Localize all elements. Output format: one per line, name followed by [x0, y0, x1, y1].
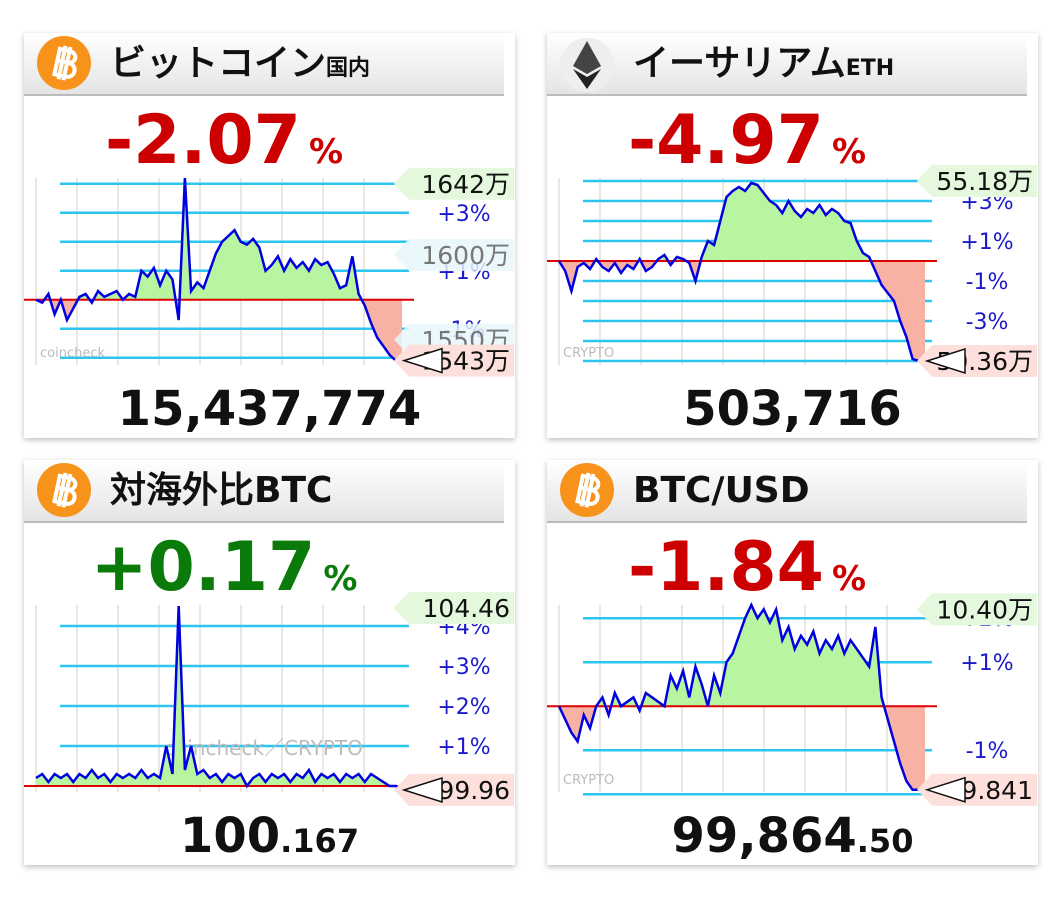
watermark: coincheck: [40, 346, 105, 361]
change-value: -2.07: [105, 101, 301, 180]
price: 15,437,774: [118, 381, 422, 437]
price-decimal: .167: [280, 822, 359, 860]
price-line: [557, 602, 925, 792]
price: 503,716: [683, 381, 902, 437]
price-tag-bg: [394, 774, 514, 806]
area-down: [559, 261, 925, 361]
title-main: イーサリアム: [633, 43, 846, 84]
price-tag: 9.841: [961, 776, 1033, 805]
change-text: -1.84%: [628, 528, 866, 607]
panel-title: 対海外比BTC: [110, 470, 332, 511]
panel-title: ビットコイン国内: [110, 43, 370, 84]
title-suffix: 国内: [326, 56, 370, 81]
change-value: +0.17: [91, 528, 316, 607]
watermark: CRYPTO: [563, 346, 614, 361]
panel: ビットコイン国内-2.07%coincheck+3%+1%-1%1642万160…: [24, 33, 515, 438]
title-main: 対海外比BTC: [110, 470, 332, 511]
change-unit: %: [323, 559, 357, 599]
eth-bottom: [573, 69, 601, 89]
panel-title: イーサリアムETH: [633, 43, 894, 84]
current-arrow: [401, 347, 443, 374]
btc-glyph: [575, 472, 601, 508]
price-main: 15,437,774: [118, 381, 422, 437]
change-text: +0.17%: [91, 528, 358, 607]
panel: BTC/USD-1.84%CRYPTO+2%+1%-1%10.40万9.8419…: [547, 460, 1038, 865]
price-main: 99,864: [672, 808, 857, 864]
header-bar: [24, 460, 504, 522]
price-tag: 55.18万: [936, 167, 1033, 196]
y-tick-label: +1%: [960, 230, 1013, 255]
change-unit: %: [832, 132, 866, 172]
price-tag-bg: [394, 238, 514, 271]
price-tag-bg: [917, 165, 1037, 197]
y-tick-label: -1%: [966, 739, 1009, 764]
price-tag: 1600万: [421, 241, 510, 270]
y-tick-label: -1%: [966, 270, 1009, 295]
header-bar: [547, 460, 1027, 522]
price: 99,864.50: [672, 808, 914, 864]
panel: イーサリアムETH-4.97 %CRYPTO+3%+1%-1%-3%55.18万5…: [547, 33, 1038, 438]
current-arrow: [924, 347, 966, 375]
title-main: BTC/USD: [633, 470, 810, 511]
price-tag: 99.96: [438, 776, 510, 805]
y-tick-label: -3%: [966, 310, 1009, 335]
change-unit: %: [309, 132, 343, 172]
eth-top: [573, 41, 601, 74]
price-line: [35, 177, 402, 362]
y-tick-label: +3%: [437, 655, 490, 680]
change-unit: %: [832, 559, 866, 599]
change-text: -4.97%: [628, 101, 866, 180]
header-bar: [547, 33, 1027, 95]
title-main: ビットコイン: [110, 43, 326, 84]
price-tag-bg: [394, 167, 514, 200]
change-value: -4.97: [628, 101, 824, 180]
y-tick-label: +1%: [960, 651, 1013, 676]
price-tag-bg: [917, 773, 1037, 806]
y-tick-label: +3%: [437, 202, 490, 227]
y-tick-label: +1%: [437, 735, 490, 760]
price-line: [35, 605, 403, 792]
price-line: [557, 181, 925, 363]
y-tick-label: +2%: [437, 695, 490, 720]
price-tag-bg: [917, 345, 1037, 377]
price-tag-bg: [917, 593, 1037, 626]
current-arrow: [924, 776, 966, 803]
panel-title: BTC/USD: [633, 470, 810, 511]
price-tag-bg: [394, 344, 514, 377]
current-arrow: [401, 776, 443, 804]
header-bar: [24, 33, 504, 95]
area-up: [596, 605, 885, 707]
watermark: CRYPTO: [563, 773, 614, 788]
title-suffix: ETH: [846, 56, 894, 81]
btc-glyph: [52, 45, 78, 81]
price-main: 503,716: [683, 381, 902, 437]
change-text: -2.07%: [105, 101, 343, 180]
price-decimal: .50: [857, 822, 914, 860]
price-tag-bg: [394, 592, 514, 624]
price-main: 100: [180, 808, 280, 864]
price-tag: 104.46: [423, 594, 510, 623]
watermark: coincheck／CRYPTO: [164, 736, 363, 760]
price: 100.167: [180, 808, 359, 864]
price-tag: 1642万: [421, 170, 510, 199]
area-up: [559, 183, 925, 261]
change-value: -1.84: [628, 528, 824, 607]
btc-glyph: [52, 472, 78, 508]
panel: 対海外比BTC+0.17 %coincheck／CRYPTO+4%+3%+2%+1…: [24, 460, 515, 865]
area-down: [559, 706, 925, 790]
price-tag: 10.40万: [936, 595, 1033, 624]
